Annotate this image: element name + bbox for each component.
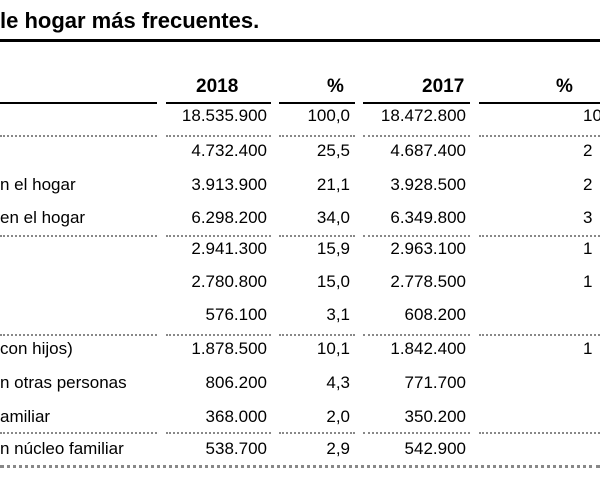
row-separator — [166, 135, 271, 137]
row-separator — [363, 235, 470, 237]
value-2017: 4.687.400 — [390, 141, 466, 160]
value-2017: 542.900 — [404, 439, 466, 458]
value-2017: 608.200 — [404, 305, 466, 324]
row-separator — [166, 334, 271, 336]
table-row: con hijos) 1.878.500 10,1 1.842.400 1 — [0, 339, 600, 369]
percent-2018: 25,5 — [316, 141, 350, 160]
table-row: 18.535.900 100,0 18.472.800 10 — [0, 106, 600, 136]
table-title: le hogar más frecuentes. — [0, 8, 260, 33]
header-2017: 2017 — [422, 76, 465, 97]
percent-2017: 2 — [583, 141, 593, 160]
value-2017: 2.778.500 — [390, 272, 466, 291]
table-bottom-rule — [0, 465, 600, 468]
percent-2017: 2 — [583, 175, 593, 194]
row-separator — [363, 334, 470, 336]
row-label: con hijos) — [0, 339, 73, 358]
row-separator — [363, 432, 470, 434]
row-separator — [279, 235, 355, 237]
percent-2018: 2,9 — [326, 439, 350, 458]
row-separator — [279, 135, 355, 137]
percent-2018: 100,0 — [307, 106, 350, 125]
percent-2018: 10,1 — [316, 339, 350, 358]
table-row: 4.732.400 25,5 4.687.400 2 — [0, 141, 600, 171]
row-label: n núcleo familiar — [0, 439, 124, 458]
percent-2017: 1 — [583, 272, 593, 291]
row-separator — [0, 432, 157, 434]
value-2018: 368.000 — [205, 407, 267, 426]
value-2018: 6.298.200 — [191, 208, 267, 227]
value-2018: 18.535.900 — [181, 106, 267, 125]
value-2018: 806.200 — [205, 373, 267, 392]
header-pct-2017: % — [556, 76, 573, 97]
value-2018: 576.100 — [205, 305, 267, 324]
table-row: 2.941.300 15,9 2.963.100 1 — [0, 239, 600, 269]
percent-2017: 1 — [583, 239, 593, 258]
table-row: en el hogar 6.298.200 34,0 6.349.800 3 — [0, 208, 600, 238]
row-separator — [479, 235, 600, 237]
row-separator — [279, 334, 355, 336]
row-separator — [279, 432, 355, 434]
header-rule — [166, 102, 271, 104]
table-row: 2.780.800 15,0 2.778.500 1 — [0, 272, 600, 302]
table-row: amiliar 368.000 2,0 350.200 — [0, 407, 600, 437]
table-row: n el hogar 3.913.900 21,1 3.928.500 2 — [0, 175, 600, 205]
percent-2018: 34,0 — [316, 208, 350, 227]
row-separator — [479, 334, 600, 336]
header-rule — [363, 102, 470, 104]
table-row: n núcleo familiar 538.700 2,9 542.900 — [0, 439, 600, 469]
percent-2018: 15,9 — [316, 239, 350, 258]
row-separator — [363, 135, 470, 137]
row-label: en el hogar — [0, 208, 86, 227]
header-pct-2018: % — [327, 76, 344, 97]
value-2018: 3.913.900 — [191, 175, 267, 194]
percent-2018: 4,3 — [326, 373, 350, 392]
percent-2018: 15,0 — [316, 272, 350, 291]
title-rule — [0, 39, 600, 42]
value-2017: 1.842.400 — [390, 339, 466, 358]
percent-2018: 3,1 — [326, 305, 350, 324]
value-2017: 350.200 — [404, 407, 466, 426]
percent-2018: 21,1 — [316, 175, 350, 194]
value-2017: 3.928.500 — [390, 175, 466, 194]
row-separator — [479, 432, 600, 434]
row-label: n otras personas — [0, 373, 127, 392]
value-2018: 2.780.800 — [191, 272, 267, 291]
value-2018: 2.941.300 — [191, 239, 267, 258]
value-2018: 1.878.500 — [191, 339, 267, 358]
row-label: n el hogar — [0, 175, 76, 194]
header-rule — [0, 102, 157, 104]
row-label: amiliar — [0, 407, 51, 426]
value-2017: 6.349.800 — [390, 208, 466, 227]
header-rule — [279, 102, 355, 104]
row-separator — [166, 432, 271, 434]
value-2018: 538.700 — [205, 439, 267, 458]
value-2017: 2.963.100 — [390, 239, 466, 258]
percent-2017: 3 — [583, 208, 593, 227]
row-separator — [479, 135, 600, 137]
value-2017: 18.472.800 — [380, 106, 466, 125]
percent-2017: 10 — [583, 106, 600, 125]
value-2018: 4.732.400 — [191, 141, 267, 160]
row-separator — [0, 235, 157, 237]
table-row: n otras personas 806.200 4,3 771.700 — [0, 373, 600, 403]
percent-2017: 1 — [583, 339, 593, 358]
header-rule — [479, 102, 600, 104]
header-2018: 2018 — [196, 76, 239, 97]
row-separator — [166, 235, 271, 237]
percent-2018: 2,0 — [326, 407, 350, 426]
value-2017: 771.700 — [404, 373, 466, 392]
row-separator — [0, 135, 157, 137]
table-row: 576.100 3,1 608.200 — [0, 305, 600, 335]
row-separator — [0, 334, 157, 336]
